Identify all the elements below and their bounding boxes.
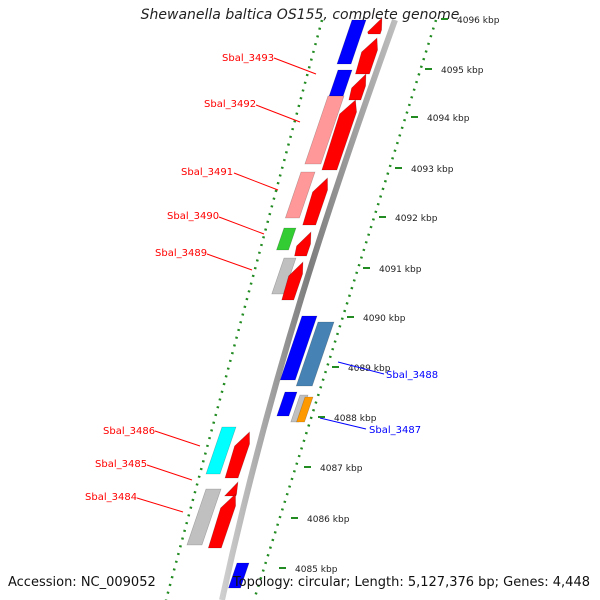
tick-label: 4085 kbp [295, 565, 338, 575]
cds-arrow[interactable] [355, 37, 378, 75]
tick-label: 4090 kbp [363, 314, 406, 324]
label-leader-line [206, 253, 253, 271]
gene-label[interactable]: Sbal_3487 [369, 425, 421, 436]
gene-label[interactable]: Sbal_3491 [181, 167, 233, 178]
tick-label: 4091 kbp [379, 265, 422, 275]
label-leader-line [218, 216, 265, 235]
label-leader-line [337, 361, 385, 375]
gene-labels: Sbal_3493 Sbal_3492 Sbal_3491 Sbal_3490 Sbal… [85, 53, 438, 513]
tick-label: 4096 kbp [457, 16, 500, 26]
cds-feature[interactable] [328, 69, 353, 97]
tick-label: 4093 kbp [411, 165, 454, 175]
tick-ruler: 4085 kbp 4086 kbp 4087 kbp 4088 kbp 4089 kbp… [279, 16, 500, 575]
tick-label: 4095 kbp [441, 66, 484, 76]
cds-arrow[interactable] [281, 261, 304, 301]
label-leader-line [154, 430, 201, 447]
cds-arrow[interactable] [302, 177, 328, 226]
feature-track [186, 17, 383, 589]
cds-arrow[interactable] [294, 231, 312, 257]
cds-feature[interactable] [205, 426, 237, 475]
label-leader-line [146, 464, 193, 481]
cds-feature[interactable] [336, 19, 367, 65]
gene-label[interactable]: Sbal_3489 [155, 248, 207, 259]
label-leader-line [273, 57, 317, 75]
cds-arrow[interactable] [223, 481, 239, 497]
cds-arrow[interactable] [321, 99, 357, 171]
cds-feature[interactable] [296, 396, 314, 423]
label-leader-line [136, 497, 184, 513]
topology-text: Topology: circular; Length: 5,127,376 bp… [232, 575, 590, 590]
cds-feature[interactable] [304, 95, 345, 165]
gene-label[interactable]: Sbal_3490 [167, 211, 219, 222]
tick-label: 4092 kbp [395, 214, 438, 224]
tick-label: 4087 kbp [320, 464, 363, 474]
gc-skew-track-inner [252, 19, 438, 600]
cds-arrow[interactable] [224, 431, 250, 479]
tick-label: 4089 kbp [348, 364, 391, 374]
tick-label: 4088 kbp [334, 414, 377, 424]
tick-label: 4086 kbp [307, 515, 350, 525]
label-leader-line [233, 172, 279, 191]
gene-label[interactable]: Sbal_3484 [85, 492, 137, 503]
cds-feature[interactable] [284, 171, 316, 219]
cds-arrow[interactable] [207, 493, 236, 549]
cds-feature[interactable] [186, 488, 222, 546]
cds-arrow[interactable] [367, 17, 383, 35]
gene-label[interactable]: Sbal_3486 [103, 426, 155, 437]
gene-label[interactable]: Sbal_3493 [222, 53, 274, 64]
cds-feature[interactable] [279, 315, 318, 381]
cds-feature[interactable] [276, 227, 297, 251]
label-leader-line [319, 417, 367, 430]
tick-label: 4094 kbp [427, 114, 470, 124]
map-title: Shewanella baltica OS155, complete genom… [140, 7, 460, 23]
accession-text: Accession: NC_009052 [8, 575, 156, 590]
genome-backbone [219, 18, 398, 600]
cds-feature[interactable] [276, 391, 298, 417]
gene-label[interactable]: Sbal_3485 [95, 459, 147, 470]
cds-feature[interactable] [295, 321, 335, 387]
cds-feature[interactable] [228, 562, 250, 589]
gene-label[interactable]: Sbal_3492 [204, 99, 256, 110]
label-leader-line [255, 104, 301, 123]
cds-arrow[interactable] [348, 73, 367, 101]
gene-label[interactable]: Sbal_3488 [386, 370, 438, 381]
